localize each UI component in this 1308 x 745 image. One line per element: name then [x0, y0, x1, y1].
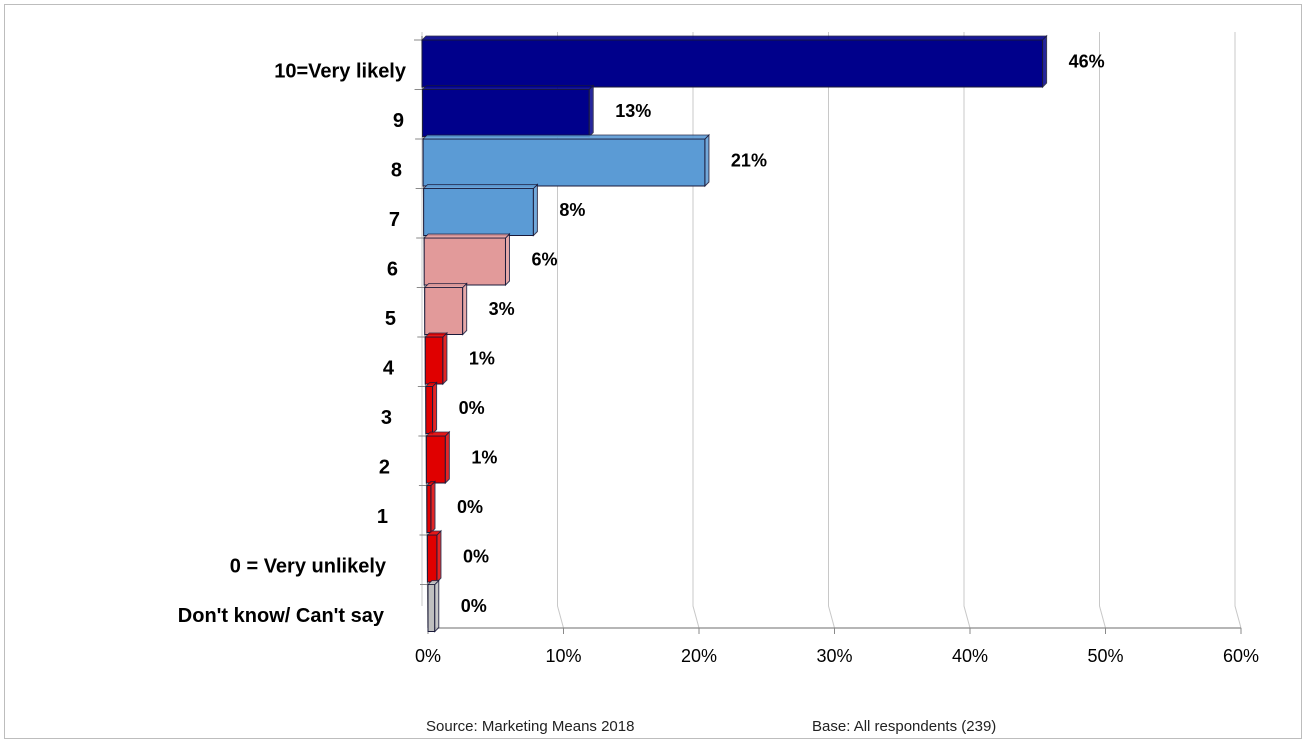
gridline: [557, 32, 564, 629]
category-label: 6: [387, 259, 398, 281]
value-label: 1%: [469, 349, 495, 369]
bar-top: [421, 85, 595, 90]
bar-top: [425, 481, 436, 486]
bar-top: [422, 134, 710, 140]
gridline: [692, 32, 700, 629]
category-label: 7: [389, 209, 400, 231]
category-label: 3: [381, 407, 392, 429]
x-tick-label: 40%: [952, 646, 988, 666]
bar-side: [432, 381, 438, 435]
bar-side: [504, 232, 510, 287]
category-label: 8: [391, 160, 402, 182]
bar-top: [423, 233, 511, 239]
bar-side: [1042, 34, 1048, 89]
gridline: [1234, 32, 1242, 629]
bar: [422, 138, 706, 187]
value-label: 3%: [489, 299, 515, 319]
value-label: 6%: [531, 250, 557, 270]
x-tick-label: 30%: [816, 646, 852, 666]
bar-side: [704, 133, 710, 188]
value-label: 0%: [461, 596, 487, 616]
chart-frame: [4, 4, 1302, 739]
bar: [423, 188, 534, 236]
bar-side: [462, 282, 468, 336]
category-label: 5: [385, 308, 396, 330]
bar: [422, 89, 590, 137]
bar-top: [424, 382, 438, 387]
category-label: 9: [393, 110, 404, 132]
value-label: 0%: [457, 497, 483, 517]
value-label: 1%: [471, 448, 497, 468]
bar-top: [425, 431, 451, 437]
base-note: Base: All respondents (239): [812, 718, 997, 735]
x-tick-label: 10%: [545, 646, 581, 666]
gridline: [963, 32, 971, 629]
category-label: 2: [379, 457, 390, 479]
category-label: 0 = Very unlikely: [230, 556, 387, 578]
bar-side: [588, 84, 594, 138]
bars: [421, 34, 1048, 633]
bar: [427, 584, 436, 632]
bar-top: [422, 184, 539, 189]
bar-top: [423, 283, 468, 288]
bar-side: [442, 331, 448, 386]
source-note: Source: Marketing Means 2018: [426, 718, 635, 735]
bar-side: [444, 430, 450, 485]
bar-side: [430, 480, 436, 534]
x-tick-label: 50%: [1087, 646, 1123, 666]
bar: [421, 39, 1044, 88]
bar: [424, 336, 444, 385]
value-label: 0%: [459, 398, 485, 418]
bar: [426, 485, 432, 533]
value-label: 8%: [559, 200, 585, 220]
category-label: 1: [377, 506, 388, 528]
gridline: [828, 32, 835, 629]
gridline: [1099, 32, 1106, 629]
category-label: 4: [383, 358, 395, 380]
value-label: 0%: [463, 547, 489, 567]
bar-top: [424, 332, 448, 338]
bar: [426, 534, 438, 583]
bar: [423, 237, 506, 286]
x-tick-label: 0%: [415, 646, 441, 666]
bar: [425, 386, 434, 434]
value-label: 13%: [615, 101, 651, 121]
bar-side: [434, 579, 440, 633]
bar-top: [427, 580, 440, 585]
bar-side: [532, 183, 538, 237]
bar: [425, 435, 446, 484]
bar-top: [421, 35, 1048, 41]
x-tick-label: 20%: [681, 646, 717, 666]
category-label: Don't know/ Can't say: [178, 605, 385, 627]
bar: [424, 287, 464, 335]
grid-lines: [421, 32, 1242, 629]
value-label: 21%: [731, 151, 767, 171]
x-tick-label: 60%: [1223, 646, 1259, 666]
labels: 0% 10% 20% 30% 40% 50% 60%10=Very likely 46%9 13…: [178, 52, 1259, 667]
value-label: 46%: [1069, 52, 1105, 72]
category-label: 10=Very likely: [274, 61, 407, 83]
bar-side: [436, 529, 442, 584]
bar-top: [426, 530, 442, 536]
